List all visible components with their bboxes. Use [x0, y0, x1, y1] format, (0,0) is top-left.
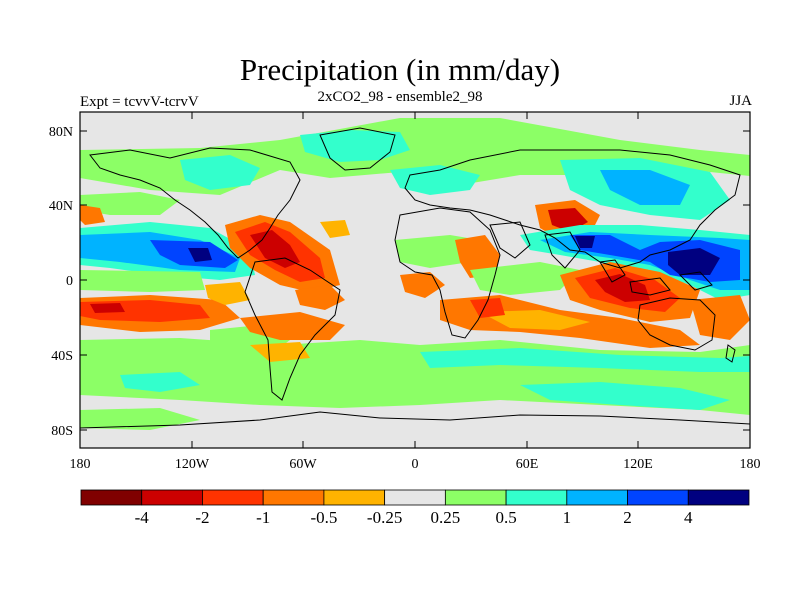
- colorbar-swatch: [505, 489, 568, 506]
- map-subtitle: 2xCO2_98 - ensemble2_98: [317, 89, 483, 105]
- field-yellow-peru: [205, 282, 250, 305]
- lat-tick-80n: 80N: [49, 125, 73, 140]
- field-blue-northasia: [600, 170, 690, 205]
- lat-tick-40n: 40N: [49, 199, 73, 214]
- field-yellow-atlantic: [320, 220, 350, 238]
- colorbar-label: 4: [684, 508, 693, 527]
- field-yellow-southpacific: [250, 342, 310, 362]
- field-cyan-antarctic: [520, 382, 730, 410]
- lon-tick-0: 0: [412, 457, 419, 472]
- lon-tick-120e: 120E: [623, 457, 653, 472]
- coast-antarctica: [80, 411, 750, 429]
- coastlines: [80, 127, 750, 429]
- field-orange-australia: [690, 295, 750, 340]
- field-green-antarctic-west: [80, 408, 200, 430]
- colorbar-swatch: [566, 489, 628, 506]
- coast-south-america: [244, 257, 341, 401]
- colorbar-label: -4: [135, 508, 150, 527]
- colorbar-label: -2: [195, 508, 209, 527]
- colorbar-swatch: [202, 489, 264, 506]
- colorbar: -4 -2 -1 -0.5 -0.25 0.25 0.5 1 2 4: [80, 489, 750, 527]
- lat-tick-80s: 80S: [51, 424, 73, 439]
- colorbar-swatch: [687, 489, 750, 506]
- field-green-tropicalatlantic: [80, 270, 205, 292]
- lon-tick-180w: 180: [70, 457, 91, 472]
- coast-north-america: [89, 147, 301, 259]
- season-label: JJA: [729, 93, 752, 109]
- field-orange-southamerica: [240, 312, 345, 340]
- colorbar-swatch: [627, 489, 689, 506]
- field-darkred-maritime: [595, 274, 650, 302]
- map-title: Precipitation (in mm/day): [239, 52, 561, 87]
- colorbar-label: 0.5: [495, 508, 516, 527]
- field-orange-brazil: [295, 285, 345, 310]
- field-green-westindian: [470, 262, 580, 295]
- field-cyan-greenland: [300, 130, 410, 162]
- field-cyan-southmid: [420, 348, 750, 372]
- lat-tick-0: 0: [66, 274, 73, 289]
- colorbar-label: -0.25: [367, 508, 402, 527]
- colorbar-swatch: [444, 489, 507, 506]
- coast-africa: [394, 207, 501, 339]
- coast-eurasia: [404, 149, 741, 269]
- field-darkred-southpacific: [90, 303, 125, 313]
- coast-new-zealand: [725, 344, 736, 363]
- coast-arabia-india: [489, 221, 581, 269]
- experiment-label: Expt = tcvvV-tcrvV: [80, 94, 199, 110]
- colorbar-swatch: [323, 489, 386, 506]
- precipitation-field: [80, 118, 750, 430]
- field-yellow-southindian: [480, 310, 590, 330]
- field-orange-eastafrica: [455, 235, 500, 278]
- lon-tick-60w: 60W: [289, 457, 317, 472]
- lon-tick-180e: 180: [740, 457, 761, 472]
- colorbar-label: 1: [563, 508, 572, 527]
- colorbar-swatch: [80, 489, 143, 506]
- field-darknavy-westpacific: [668, 248, 720, 275]
- colorbar-label: -0.5: [310, 508, 337, 527]
- colorbar-label: 0.25: [430, 508, 460, 527]
- coast-greenland: [319, 127, 396, 171]
- lat-tick-40s: 40S: [51, 349, 73, 364]
- lon-tick-60e: 60E: [516, 457, 539, 472]
- colorbar-label: 2: [623, 508, 632, 527]
- colorbar-swatch: [384, 489, 446, 506]
- field-green-northpacific: [80, 192, 180, 215]
- colorbar-label: -1: [256, 508, 270, 527]
- field-cyan-atlantic: [390, 165, 480, 195]
- coast-maritime: [599, 259, 713, 296]
- axis-ticks: [79, 112, 751, 448]
- colorbar-swatch: [262, 489, 325, 506]
- colorbar-swatch: [141, 489, 203, 506]
- field-darknavy-eastpacific: [188, 248, 212, 262]
- field-cyan-southpacific: [120, 372, 200, 392]
- field-cyan-canada: [180, 155, 260, 190]
- field-darknavy-bay: [575, 236, 595, 248]
- field-orange-npac-east: [80, 205, 105, 225]
- coast-australia: [637, 297, 716, 351]
- lon-tick-120w: 120W: [175, 457, 210, 472]
- field-red-madagascar: [470, 298, 505, 318]
